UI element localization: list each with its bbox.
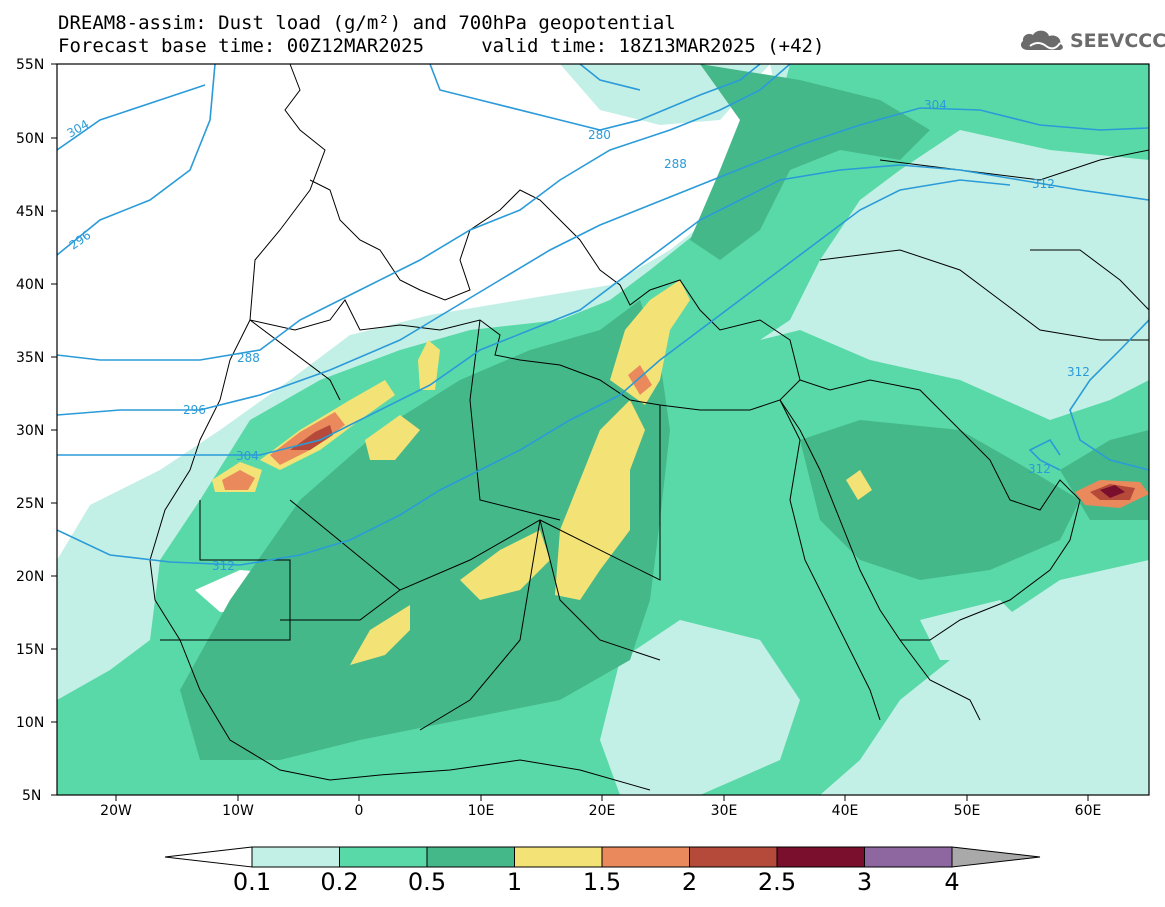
colorbar-swatch (339, 846, 428, 868)
colorbar-swatch (776, 846, 865, 868)
colorbar-label: 4 (944, 868, 960, 896)
dust-layer-yellow-libya (555, 400, 645, 600)
colorbar-label: 3 (856, 868, 873, 896)
lon-label: 30E (711, 803, 738, 819)
lat-label: 15N (16, 642, 44, 658)
lon-label: 0 (355, 803, 364, 819)
lon-label: 20E (589, 803, 616, 819)
lat-label: 5N (22, 788, 41, 804)
contour-label-group: 304 296 288 296 304 312 280 288 304 312 … (65, 98, 1090, 573)
lon-label: 40E (832, 803, 859, 819)
colorbar-swatch (864, 846, 953, 868)
dust-layer-yellow-niger (350, 605, 410, 665)
dust-layer-clear-arabia (920, 600, 1040, 660)
logo-text: SEEVCCC (1070, 30, 1165, 52)
lat-label: 45N (16, 204, 44, 220)
colorbar-arrow-left (164, 846, 253, 868)
colorbar-swatch (601, 846, 690, 868)
map-title: DREAM8-assim: Dust load (g/m²) and 700hP… (58, 12, 676, 34)
contour-label: 312 (1067, 365, 1090, 379)
dust-layer-yellow-algeria (365, 415, 420, 460)
colorbar-label: 1 (506, 868, 523, 896)
lat-label: 55N (16, 57, 44, 73)
contour-label: 288 (237, 351, 260, 365)
lon-label: 20W (100, 803, 132, 819)
dust-layer-dense-arabia (800, 420, 1080, 580)
colorbar-label: 0.5 (407, 868, 447, 896)
contour-label: 312 (1032, 177, 1055, 191)
dust-layer-orange-greece (628, 365, 652, 395)
map-field (57, 64, 1149, 795)
colorbar-swatch (426, 846, 515, 868)
contour-label: 280 (588, 128, 611, 142)
colorbar-swatch (689, 846, 778, 868)
lon-axis: 20W 10W 0 10E 20E 30E 40E 50E 60E (100, 803, 1101, 819)
lat-label: 10N (16, 715, 44, 731)
dust-layer-maroon-oman (1100, 485, 1125, 498)
colorbar-label: 0.2 (320, 868, 359, 896)
contour-label: 296 (183, 403, 206, 417)
colorbar-label: 1.5 (582, 868, 622, 896)
lat-label: 50N (16, 131, 44, 147)
lat-label: 20N (16, 569, 44, 585)
lon-label: 50E (954, 803, 981, 819)
coastlines (149, 64, 1149, 791)
dust-layer-clear-sahel (600, 620, 800, 795)
lat-label: 25N (16, 496, 44, 512)
contour-label: 312 (1028, 462, 1051, 476)
dust-layer-orange-westsahara (222, 470, 255, 490)
contour-label: 288 (664, 157, 687, 171)
lon-label: 60E (1075, 803, 1102, 819)
contour-label: 304 (924, 98, 947, 112)
dust-layer-yellow-arabia (846, 470, 872, 500)
lon-label: 10W (222, 803, 254, 819)
lat-label: 30N (16, 423, 44, 439)
lon-label: 10E (468, 803, 495, 819)
geopotential-contours (57, 64, 1149, 566)
dust-layer-dense-sahara (180, 300, 670, 760)
lon-ticks (115, 795, 1089, 801)
colorbar-arrow-right (951, 846, 1041, 868)
lat-axis: 55N 50N 45N 40N 35N 30N 25N 20N 15N 10N … (16, 57, 44, 804)
lat-label: 35N (16, 350, 44, 366)
contour-label: 312 (212, 559, 235, 573)
dust-layer-yellow-tunisia (418, 340, 440, 390)
colorbar (164, 846, 1041, 868)
colorbar-swatch (514, 846, 603, 868)
colorbar-label: 0.1 (232, 868, 272, 896)
lat-label: 40N (16, 277, 44, 293)
cloud-icon (1020, 30, 1063, 50)
seevccc-logo: SEEVCCC (1018, 28, 1165, 54)
map-subtitle: Forecast base time: 00Z12MAR2025 valid t… (58, 35, 825, 57)
dust-layer-red-morocco (290, 425, 333, 450)
contour-label: 304 (236, 449, 259, 463)
lat-ticks (51, 63, 57, 796)
colorbar-label: 2 (681, 868, 698, 896)
dust-layer-dense-north (690, 64, 930, 260)
colorbar-swatch (251, 846, 340, 868)
dust-layer-yellow-chad (460, 530, 550, 600)
colorbar-label: 2.5 (757, 868, 797, 896)
